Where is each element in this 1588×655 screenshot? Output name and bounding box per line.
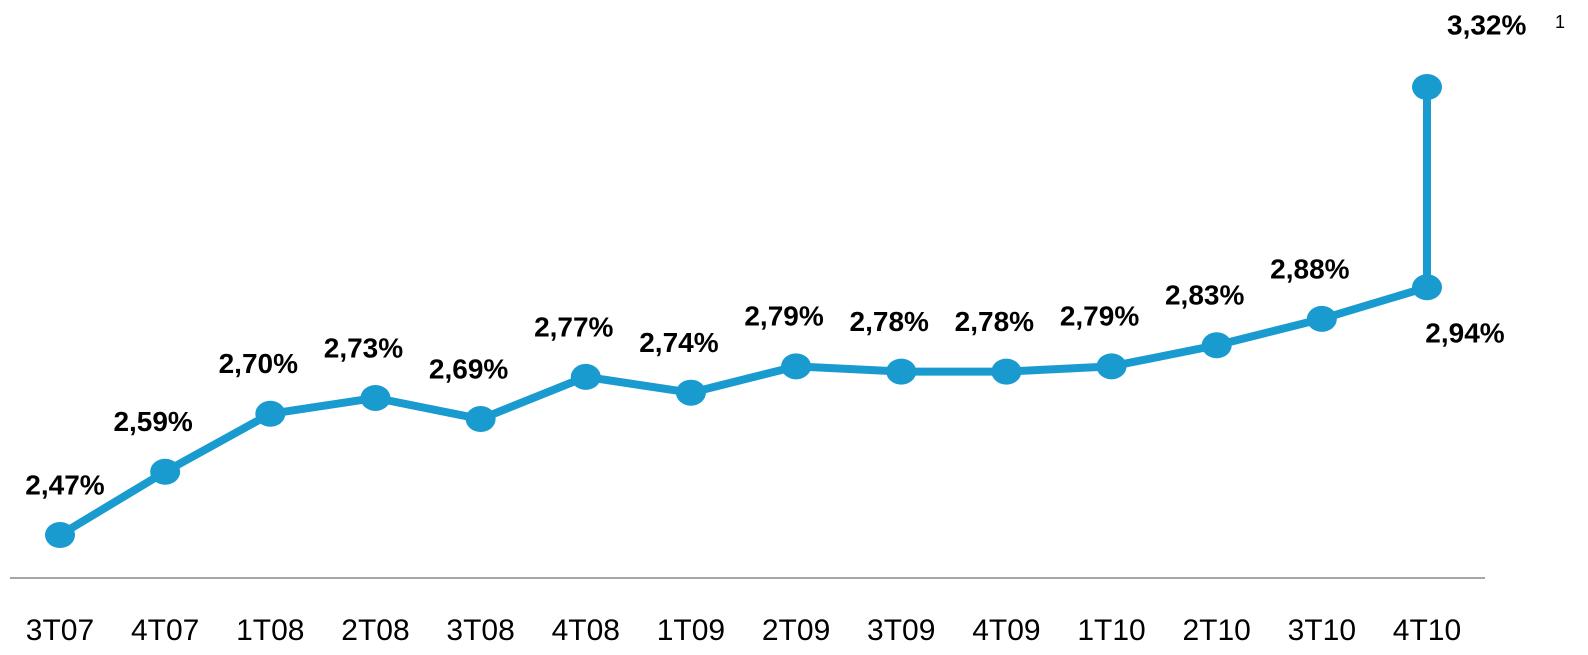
x-tick-label: 4T08 (552, 614, 620, 647)
x-tick-label: 1T09 (657, 614, 725, 647)
value-label: 2,70% (219, 348, 298, 379)
x-tick-label: 3T09 (867, 614, 935, 647)
marker (781, 353, 812, 380)
x-tick-label: 3T07 (26, 614, 94, 647)
marker (886, 358, 917, 385)
value-label: 2,79% (744, 301, 823, 332)
value-label: 2,73% (324, 332, 403, 363)
x-tick-label: 2T10 (1182, 614, 1250, 647)
value-label: 2,69% (429, 353, 508, 384)
marker (1096, 353, 1127, 380)
marker (1412, 74, 1442, 100)
x-tick-label: 4T07 (131, 614, 199, 647)
marker (465, 406, 496, 433)
x-tick-label: 2T08 (341, 614, 409, 647)
marker (150, 458, 181, 485)
marker (1201, 332, 1232, 359)
marker (1306, 305, 1337, 332)
value-label: 2,74% (639, 327, 718, 358)
value-label: 3,32% (1447, 9, 1526, 40)
value-label: 2,47% (25, 469, 104, 500)
x-tick-label: 4T09 (972, 614, 1040, 647)
marker (570, 363, 601, 390)
value-label: 2,59% (113, 406, 192, 437)
value-label: 2,78% (850, 306, 929, 337)
x-tick-label: 3T10 (1288, 614, 1356, 647)
value-label: 2,83% (1165, 280, 1244, 311)
marker (360, 384, 391, 411)
marker (1412, 274, 1442, 301)
series-line (57, 283, 1429, 539)
note-marker: 1 (1555, 12, 1565, 32)
marker (255, 400, 286, 427)
marker (991, 358, 1022, 385)
value-label: 2,78% (955, 306, 1034, 337)
value-label: 2,88% (1270, 253, 1349, 284)
x-tick-label: 2T09 (762, 614, 830, 647)
value-label: 2,77% (534, 311, 613, 342)
x-tick-label: 4T10 (1393, 614, 1461, 647)
marker (675, 379, 706, 406)
value-label: 2,79% (1060, 301, 1139, 332)
x-tick-label: 1T08 (236, 614, 304, 647)
x-tick-label: 1T10 (1077, 614, 1145, 647)
marker (45, 522, 75, 548)
x-tick-label: 3T08 (446, 614, 514, 647)
value-label: 2,94% (1425, 318, 1504, 349)
